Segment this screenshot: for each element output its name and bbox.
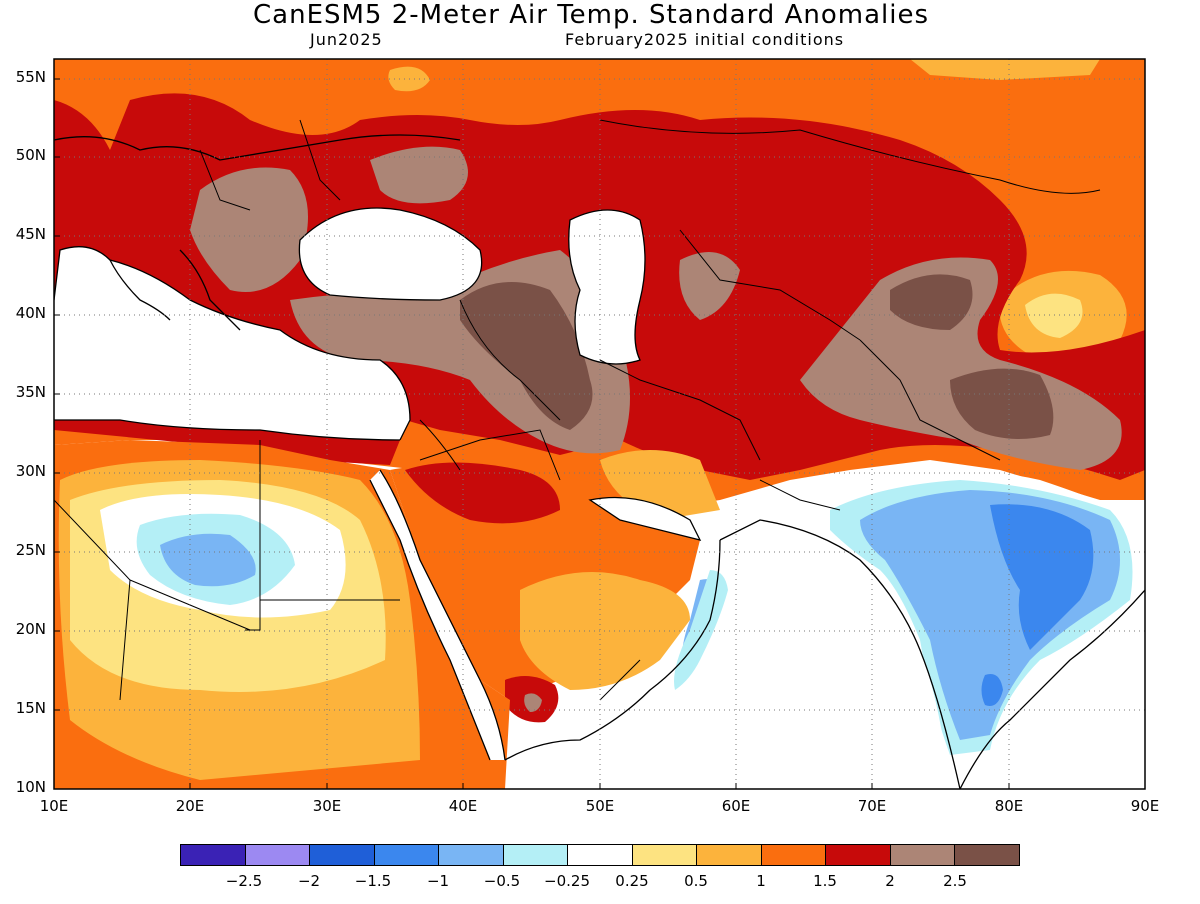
anomaly-region-blue-africa bbox=[160, 533, 256, 587]
anomaly-region-lightyellow-northeast bbox=[1025, 293, 1083, 338]
legend-swatch bbox=[632, 845, 698, 865]
lon-label-80e: 80E bbox=[994, 797, 1024, 815]
legend-swatch bbox=[890, 845, 956, 865]
anomaly-region-brown-centralasia bbox=[679, 252, 740, 320]
lat-label-55n: 55N bbox=[15, 68, 46, 86]
lat-label-40n: 40N bbox=[15, 304, 46, 322]
lon-label-60e: 60E bbox=[721, 797, 751, 815]
legend-label: −0.25 bbox=[544, 872, 590, 890]
legend-label: 1.5 bbox=[813, 872, 837, 890]
caspian-sea bbox=[568, 210, 645, 364]
legend-swatch bbox=[374, 845, 440, 865]
legend-swatch bbox=[761, 845, 827, 865]
lon-label-10e: 10E bbox=[39, 797, 69, 815]
legend-swatch bbox=[245, 845, 311, 865]
lat-label-20n: 20N bbox=[15, 620, 46, 638]
lat-label-30n: 30N bbox=[15, 462, 46, 480]
lon-label-30e: 30E bbox=[312, 797, 342, 815]
bay-of-bengal bbox=[1010, 600, 1145, 789]
axis-ticks bbox=[54, 78, 1010, 789]
legend-swatch bbox=[568, 845, 633, 865]
anomaly-region-brown-ukraine bbox=[370, 146, 468, 204]
legend-label: −1 bbox=[426, 872, 450, 890]
lon-label-40e: 40E bbox=[448, 797, 478, 815]
arabian-sea bbox=[620, 520, 950, 789]
legend-label: 2 bbox=[885, 872, 895, 890]
legend-label: −2.5 bbox=[225, 872, 263, 890]
black-sea bbox=[299, 208, 482, 300]
lat-label-45n: 45N bbox=[15, 225, 46, 243]
legend-label: 1 bbox=[756, 872, 766, 890]
legend-label: 0.25 bbox=[615, 872, 649, 890]
legend-label: −2 bbox=[297, 872, 321, 890]
mediterranean-sea bbox=[54, 246, 410, 440]
legend-swatch bbox=[181, 845, 246, 865]
legend-label: −1.5 bbox=[354, 872, 392, 890]
anomaly-region-darkblue-india bbox=[990, 504, 1094, 650]
initial-conditions: February2025 initial conditions bbox=[565, 30, 845, 49]
anomaly-region-darkbrown-iran bbox=[460, 282, 593, 430]
legend-label: 2.5 bbox=[943, 872, 967, 890]
lat-label-10n: 10N bbox=[15, 778, 46, 796]
legend-swatch bbox=[826, 845, 891, 865]
lat-label-35n: 35N bbox=[15, 383, 46, 401]
color-legend bbox=[180, 844, 1020, 866]
legend-swatch bbox=[955, 845, 1019, 865]
country-borders bbox=[54, 119, 1101, 701]
legend-label: −0.5 bbox=[483, 872, 521, 890]
gridlines bbox=[54, 59, 1145, 789]
legend-swatch bbox=[697, 845, 762, 865]
coastlines bbox=[54, 134, 1145, 789]
lat-label-15n: 15N bbox=[15, 699, 46, 717]
lon-label-50e: 50E bbox=[585, 797, 615, 815]
lon-label-90e: 90E bbox=[1130, 797, 1160, 815]
red-sea bbox=[370, 470, 505, 760]
lon-label-20e: 20E bbox=[175, 797, 205, 815]
anomaly-region-darkblue-india-south bbox=[981, 674, 1003, 706]
lat-label-50n: 50N bbox=[15, 146, 46, 164]
anomaly-region-yellow-north-2 bbox=[910, 59, 1100, 80]
anomaly-region-red-arabia bbox=[405, 462, 560, 524]
anomaly-region-darkbrown-tibet bbox=[950, 368, 1054, 439]
anomaly-region-brown-yemen bbox=[524, 693, 542, 712]
legend-swatch bbox=[310, 845, 375, 865]
forecast-month: Jun2025 bbox=[310, 30, 383, 49]
legend-swatch bbox=[439, 845, 504, 865]
legend-label: 0.5 bbox=[684, 872, 708, 890]
persian-gulf bbox=[590, 497, 700, 540]
legend-swatch bbox=[503, 845, 569, 865]
anomaly-region-darkbrown-tienshan bbox=[890, 274, 973, 330]
lat-label-25n: 25N bbox=[15, 541, 46, 559]
lon-label-70e: 70E bbox=[857, 797, 887, 815]
chart-title: CanESM5 2-Meter Air Temp. Standard Anoma… bbox=[253, 0, 929, 30]
